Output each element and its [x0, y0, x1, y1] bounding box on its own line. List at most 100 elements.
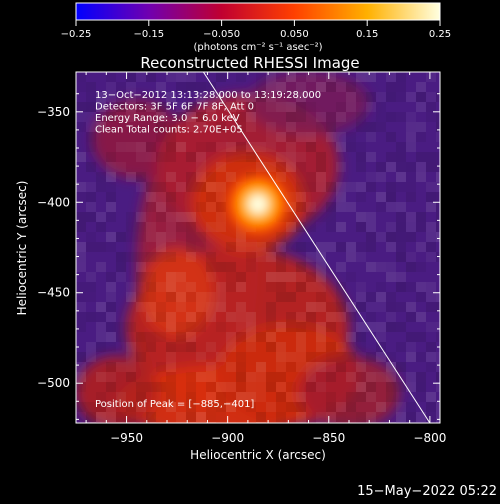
pixel-cell — [276, 152, 286, 162]
plot-area — [76, 72, 440, 423]
pixel-cell — [206, 112, 216, 122]
pixel-cell — [236, 332, 246, 342]
pixel-cell — [106, 322, 116, 332]
pixel-cell — [106, 182, 116, 192]
pixel-cell — [426, 402, 436, 412]
pixel-cell — [386, 242, 396, 252]
pixel-cell — [206, 302, 216, 312]
pixel-cell — [226, 272, 236, 282]
pixel-cell — [86, 202, 96, 212]
pixel-cell — [316, 122, 326, 132]
pixel-cell — [286, 112, 296, 122]
pixel-cell — [256, 72, 266, 82]
pixel-cell — [206, 252, 216, 262]
pixel-cell — [366, 152, 376, 162]
pixel-cell — [246, 262, 256, 272]
pixel-cell — [136, 172, 146, 182]
pixel-cell — [206, 222, 216, 232]
pixel-cell — [376, 162, 386, 172]
pixel-cell — [266, 242, 276, 252]
pixel-cell — [366, 312, 376, 322]
pixel-cell — [96, 122, 106, 132]
pixel-cell — [76, 182, 86, 192]
pixel-cell — [416, 82, 426, 92]
pixel-cell — [356, 362, 366, 372]
pixel-cell — [196, 92, 206, 102]
pixel-cell — [296, 162, 306, 172]
pixel-cell — [286, 222, 296, 232]
pixel-cell — [106, 82, 116, 92]
pixel-cell — [396, 142, 406, 152]
pixel-cell — [386, 302, 396, 312]
pixel-cell — [206, 192, 216, 202]
pixel-cell — [426, 392, 436, 402]
pixel-cell — [196, 232, 206, 242]
pixel-cell — [156, 362, 166, 372]
pixel-cell — [96, 412, 106, 422]
annotation-line: Energy Range: 3.0 − 6.0 keV — [95, 113, 240, 124]
pixel-cell — [76, 402, 86, 412]
pixel-cell — [276, 82, 286, 92]
pixel-cell — [336, 202, 346, 212]
pixel-cell — [316, 162, 326, 172]
pixel-cell — [286, 162, 296, 172]
pixel-cell — [406, 112, 416, 122]
pixel-cell — [126, 92, 136, 102]
pixel-cell — [256, 332, 266, 342]
pixel-cell — [426, 342, 436, 352]
pixel-cell — [426, 302, 436, 312]
pixel-cell — [266, 402, 276, 412]
colorbar-gradient — [75, 2, 441, 21]
pixel-cell — [116, 412, 126, 422]
pixel-cell — [416, 332, 426, 342]
pixel-cell — [346, 142, 356, 152]
pixel-cell — [146, 182, 156, 192]
pixel-cell — [86, 192, 96, 202]
pixel-cell — [306, 142, 316, 152]
pixel-cell — [136, 292, 146, 302]
pixel-cell — [146, 332, 156, 342]
pixel-cell — [356, 142, 366, 152]
pixel-cell — [356, 162, 366, 172]
pixel-cell — [266, 82, 276, 92]
pixel-cell — [96, 242, 106, 252]
pixel-cell — [426, 242, 436, 252]
pixel-cell — [296, 172, 306, 182]
pixel-cell — [276, 162, 286, 172]
pixel-cell — [246, 252, 256, 262]
pixel-cell — [286, 402, 296, 412]
pixel-cell — [156, 82, 166, 92]
pixel-cell — [346, 202, 356, 212]
pixel-cell — [146, 72, 156, 82]
pixel-cell — [346, 132, 356, 142]
pixel-cell — [366, 132, 376, 142]
pixel-cell — [336, 242, 346, 252]
pixel-cell — [386, 382, 396, 392]
pixel-cell — [116, 262, 126, 272]
pixel-cell — [346, 392, 356, 402]
pixel-cell — [126, 362, 136, 372]
pixel-cell — [236, 152, 246, 162]
pixel-cell — [276, 132, 286, 142]
colorbar-unit-label: (photons cm⁻² s⁻¹ asec⁻²) — [193, 42, 322, 53]
pixel-cell — [376, 262, 386, 272]
pixel-cell — [216, 292, 226, 302]
pixel-cell — [276, 402, 286, 412]
pixel-cell — [396, 382, 406, 392]
y-tick-label: −450 — [37, 286, 70, 300]
pixel-cell — [336, 162, 346, 172]
pixel-cell — [126, 412, 136, 422]
pixel-cell — [336, 222, 346, 232]
pixel-cell — [176, 342, 186, 352]
pixel-cell — [386, 222, 396, 232]
pixel-cell — [136, 332, 146, 342]
pixel-cell — [316, 182, 326, 192]
pixel-cell — [326, 372, 336, 382]
pixel-cell — [356, 322, 366, 332]
pixel-cell — [196, 412, 206, 422]
pixel-cell — [306, 362, 316, 372]
pixel-cell — [396, 172, 406, 182]
pixel-cell — [86, 412, 96, 422]
pixel-cell — [256, 92, 266, 102]
pixel-cell — [236, 142, 246, 152]
